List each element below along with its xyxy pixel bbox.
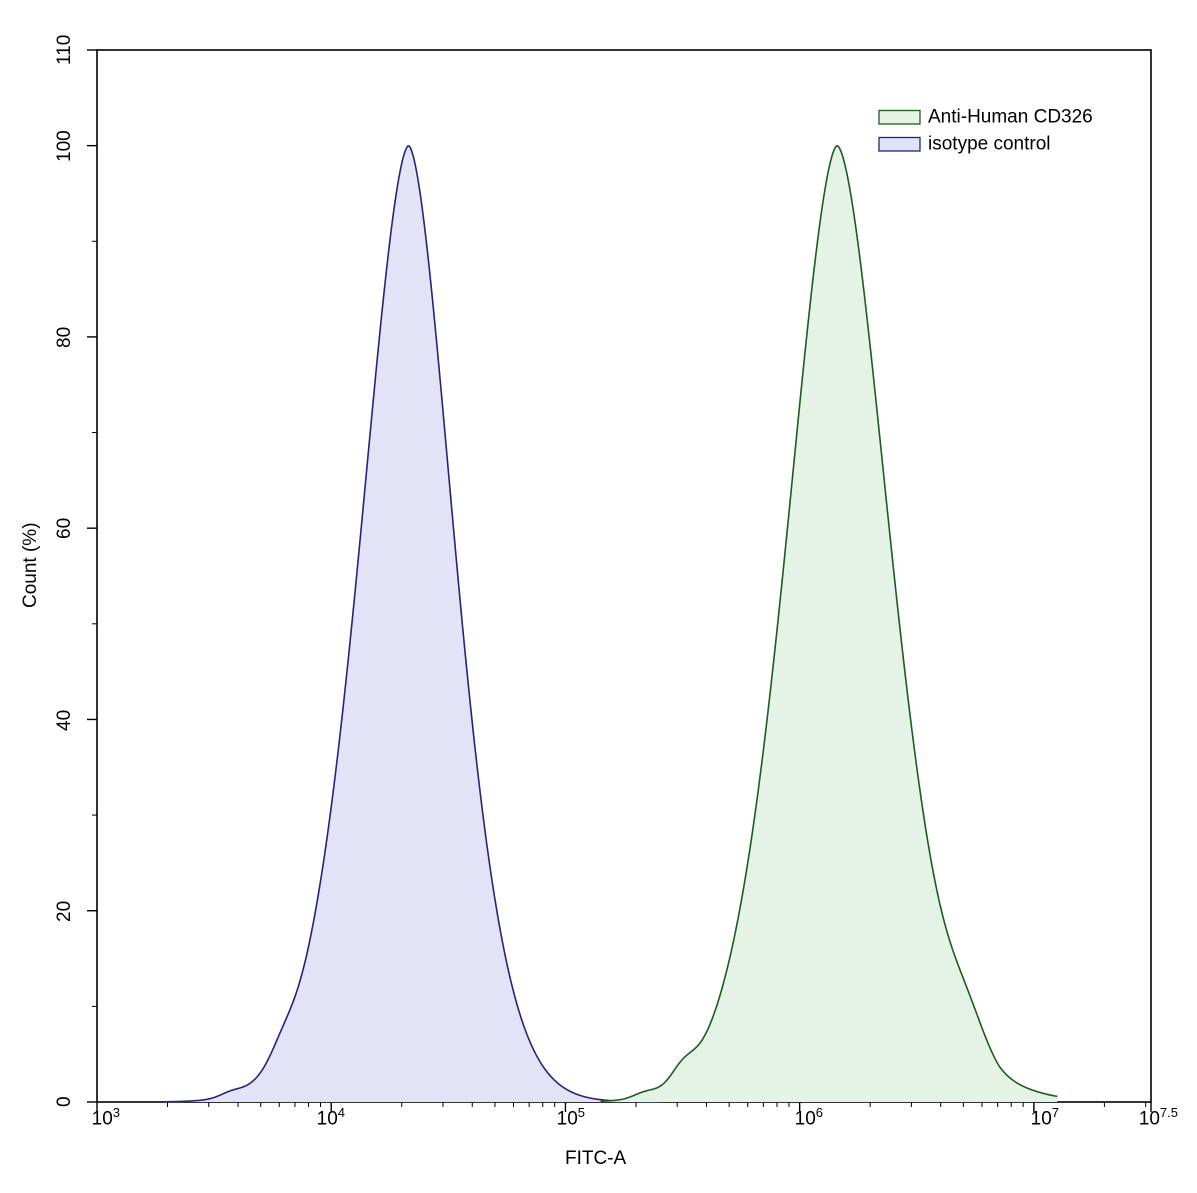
svg-text:Anti-Human CD326: Anti-Human CD326 (928, 107, 1093, 128)
svg-text:isotype control: isotype control (928, 134, 1051, 155)
